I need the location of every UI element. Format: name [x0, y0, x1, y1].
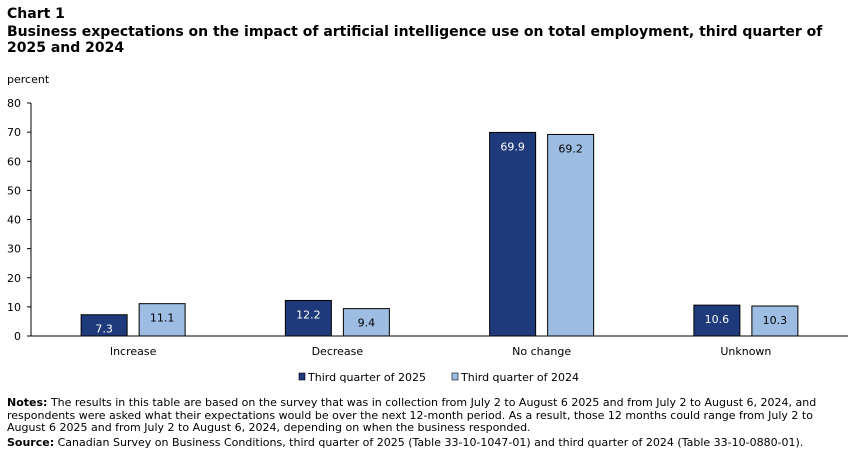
y-tick-label: 30 — [7, 243, 21, 256]
x-tick-label: Unknown — [720, 345, 771, 358]
bar — [547, 133, 595, 337]
x-tick-label: Increase — [110, 345, 157, 358]
data-label: 11.1 — [150, 312, 175, 325]
y-tick-label: 20 — [7, 272, 21, 285]
bar — [284, 299, 332, 337]
y-axis-label: percent — [7, 73, 50, 86]
y-tick-label: 50 — [7, 184, 21, 197]
y-tick-label: 0 — [14, 330, 21, 343]
data-label: 69.9 — [500, 140, 525, 153]
bar — [80, 314, 128, 337]
legend-swatch — [451, 372, 459, 381]
bar — [693, 304, 741, 337]
legend-label: Third quarter of 2025 — [307, 371, 426, 384]
source-text: Canadian Survey on Business Conditions, … — [57, 436, 804, 449]
legend-swatch — [298, 372, 306, 381]
y-tick-label: 70 — [7, 126, 21, 139]
bar — [751, 305, 799, 337]
notes-label: Notes: — [7, 396, 48, 409]
chart-title: Business expectations on the impact of a… — [7, 24, 823, 56]
data-label: 7.3 — [95, 323, 113, 336]
legend-label: Third quarter of 2024 — [460, 371, 579, 384]
bar-chart: percent 0 10 20 30 40 50 60 70 80 7.3 11.1 Increase 1… — [7, 73, 848, 384]
y-tick-label: 80 — [7, 97, 21, 110]
data-label: 69.2 — [558, 142, 583, 155]
data-label: 10.3 — [763, 314, 788, 327]
y-tick-label: 60 — [7, 155, 21, 168]
data-label: 9.4 — [358, 317, 376, 330]
x-tick-label: No change — [512, 345, 571, 358]
y-tick-label: 10 — [7, 301, 21, 314]
bar — [489, 131, 537, 337]
notes-text: The results in this table are based on t… — [7, 396, 817, 434]
x-tick-label: Decrease — [312, 345, 364, 358]
bar — [342, 308, 390, 337]
chart-notes: Notes: The results in this table are bas… — [7, 396, 845, 435]
source-label: Source: — [7, 436, 55, 449]
bar — [138, 303, 186, 337]
chart-source: Source: Canadian Survey on Business Cond… — [7, 436, 847, 450]
chart-number: Chart 1 — [7, 6, 65, 22]
data-label: 12.2 — [296, 308, 321, 321]
y-tick-label: 40 — [7, 214, 21, 227]
data-label: 10.6 — [705, 313, 730, 326]
